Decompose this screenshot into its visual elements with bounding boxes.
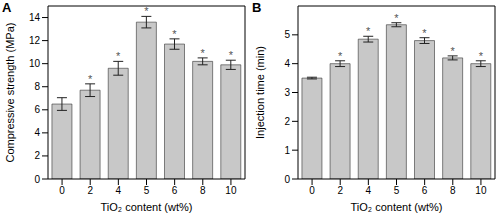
- svg-text:0: 0: [309, 185, 315, 196]
- svg-text:*: *: [116, 50, 121, 62]
- svg-text:3: 3: [284, 87, 290, 98]
- svg-text:4: 4: [366, 185, 372, 196]
- svg-text:*: *: [338, 50, 343, 62]
- svg-text:10: 10: [225, 185, 237, 196]
- svg-text:8: 8: [200, 185, 206, 196]
- svg-text:1: 1: [284, 145, 290, 156]
- svg-text:10: 10: [29, 58, 41, 69]
- svg-text:*: *: [394, 12, 399, 24]
- svg-text:8: 8: [450, 185, 456, 196]
- svg-text:*: *: [144, 5, 149, 17]
- html-text:B: B: [252, 0, 262, 15]
- svg-text:TiO₂ content (wt%): TiO₂ content (wt%): [351, 201, 443, 213]
- svg-text:0: 0: [284, 174, 290, 185]
- svg-text:TiO₂ content (wt%): TiO₂ content (wt%): [101, 201, 193, 213]
- svg-text:6: 6: [34, 104, 40, 115]
- svg-text:12: 12: [29, 35, 41, 46]
- svg-text:6: 6: [172, 185, 178, 196]
- svg-text:*: *: [172, 28, 177, 40]
- svg-text:*: *: [201, 47, 206, 59]
- svg-text:5: 5: [394, 185, 400, 196]
- svg-text:*: *: [88, 73, 93, 85]
- svg-text:5: 5: [284, 29, 290, 40]
- svg-text:*: *: [479, 50, 484, 62]
- svg-text:8: 8: [34, 81, 40, 92]
- svg-text:14: 14: [29, 12, 41, 23]
- svg-text:2: 2: [87, 185, 93, 196]
- svg-text:4: 4: [34, 127, 40, 138]
- svg-text:10: 10: [475, 185, 487, 196]
- svg-text:5: 5: [144, 185, 150, 196]
- svg-text:4: 4: [284, 58, 290, 69]
- svg-text:*: *: [422, 27, 427, 39]
- svg-text:2: 2: [337, 185, 343, 196]
- html-text:A: A: [2, 0, 12, 15]
- svg-text:*: *: [229, 49, 234, 61]
- svg-text:*: *: [366, 25, 371, 37]
- svg-text:*: *: [451, 45, 456, 57]
- svg-text:0: 0: [59, 185, 65, 196]
- svg-text:4: 4: [116, 185, 122, 196]
- svg-text:2: 2: [284, 116, 290, 127]
- svg-text:Injection time (min): Injection time (min): [254, 46, 266, 139]
- svg-text:Compressive strength (MPa): Compressive strength (MPa): [8, 23, 16, 163]
- svg-text:6: 6: [422, 185, 428, 196]
- svg-text:0: 0: [34, 174, 40, 185]
- svg-text:2: 2: [34, 150, 40, 161]
